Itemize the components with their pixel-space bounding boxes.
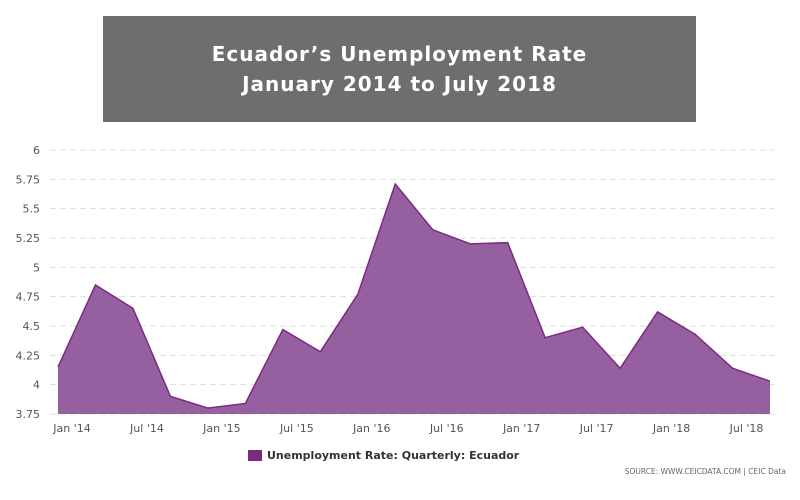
source-credit: SOURCE: WWW.CEICDATA.COM | CEIC Data: [624, 467, 786, 476]
y-tick-label: 6: [33, 144, 40, 157]
y-tick-label: 4.5: [23, 320, 41, 333]
x-tick-label: Jul '16: [429, 422, 464, 435]
y-tick-label: 4.75: [16, 291, 41, 304]
y-tick-label: 5.75: [16, 173, 41, 186]
y-tick-label: 4: [33, 379, 40, 392]
x-tick-label: Jul '14: [129, 422, 164, 435]
x-tick-label: Jan '15: [202, 422, 240, 435]
series-line: [57, 182, 771, 409]
y-tick-label: 3.75: [16, 408, 41, 421]
x-tick-label: Jan '17: [502, 422, 540, 435]
area-fill: [58, 184, 770, 414]
legend-swatch: [248, 449, 262, 461]
chart-title-line-1: Ecuador’s Unemployment Rate: [211, 42, 588, 66]
y-tick-label: 4.25: [16, 349, 41, 362]
chart-title-box: Ecuador’s Unemployment Rate January 2014…: [103, 16, 696, 122]
x-tick-label: Jul '15: [279, 422, 314, 435]
x-tick-label: Jul '18: [729, 422, 764, 435]
chart-legend[interactable]: Unemployment Rate: Quarterly: Ecuador: [248, 446, 519, 464]
x-tick-label: Jan '14: [52, 422, 90, 435]
area-series: [57, 182, 771, 414]
x-tick-label: Jul '17: [579, 422, 614, 435]
y-axis-tick-labels: 3.75 4 4.25 4.5 4.75 5 5.25 5.5 5.75 6: [16, 144, 41, 421]
y-tick-label: 5: [33, 261, 40, 274]
legend-label: Unemployment Rate: Quarterly: Ecuador: [267, 448, 520, 462]
x-axis-tick-labels: Jan '14 Jul '14 Jan '15 Jul '15 Jan '16 Jul '…: [52, 422, 763, 435]
y-tick-label: 5.5: [23, 203, 41, 216]
x-tick-label: Jan '18: [652, 422, 690, 435]
chart-title-line-2: January 2014 to July 2018: [242, 72, 557, 96]
y-tick-label: 5.25: [16, 232, 41, 245]
x-tick-label: Jan '16: [352, 422, 390, 435]
